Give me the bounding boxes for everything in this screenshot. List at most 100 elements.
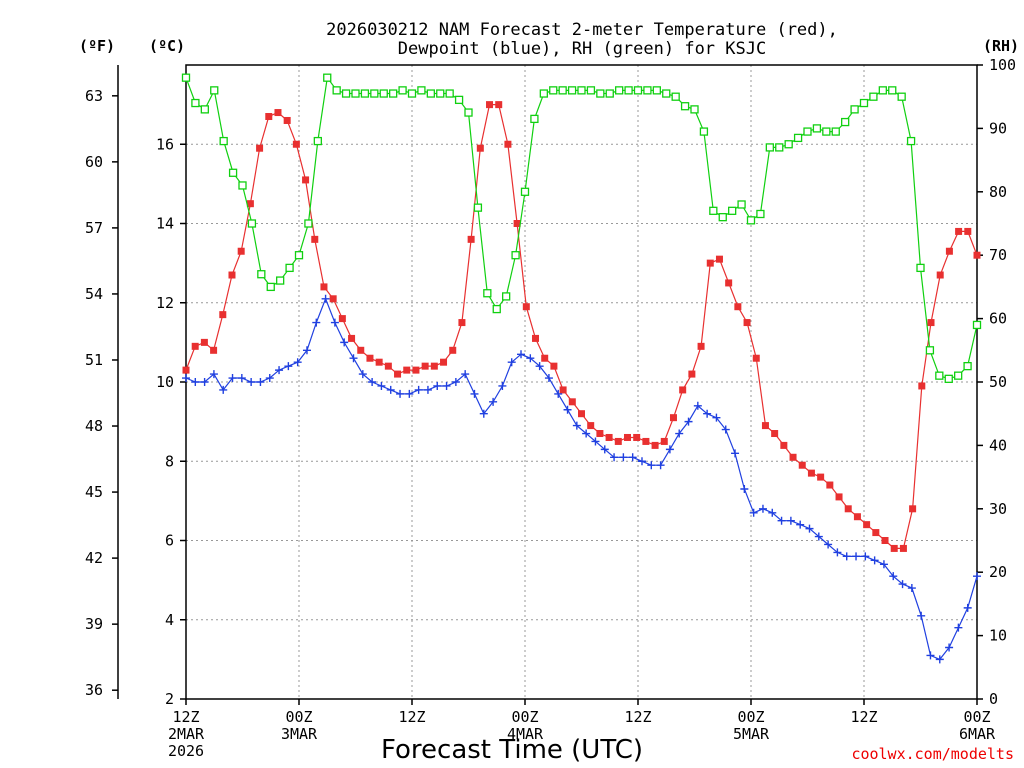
rh-point bbox=[276, 276, 285, 285]
temperature-point bbox=[771, 430, 779, 438]
temperature-point bbox=[467, 235, 475, 243]
dewpoint-point bbox=[879, 560, 888, 569]
dewpoint-point bbox=[786, 516, 795, 525]
rh-point bbox=[944, 374, 953, 383]
series-line-rh bbox=[185, 76, 978, 380]
chart-title-line-2: Dewpoint (blue), RH (green) for KSJC bbox=[398, 39, 766, 59]
rh-tick-label: 80 bbox=[989, 183, 1007, 201]
fahrenheit-tick-label: 60 bbox=[85, 153, 103, 171]
series-dewpoint bbox=[182, 294, 981, 664]
temperature-point bbox=[964, 227, 972, 235]
temperature-point bbox=[881, 537, 889, 544]
rh-point bbox=[728, 206, 737, 215]
rh-point bbox=[746, 216, 756, 225]
temperature-point bbox=[210, 346, 218, 354]
rh-tick-label: 70 bbox=[989, 246, 1007, 264]
rh-point bbox=[398, 86, 407, 95]
rh-point bbox=[652, 86, 661, 95]
rh-point bbox=[756, 209, 765, 219]
temperature-point bbox=[237, 247, 245, 255]
fahrenheit-tick-label: 36 bbox=[85, 681, 103, 699]
temperature-point bbox=[623, 433, 631, 441]
dewpoint-point bbox=[275, 366, 284, 375]
fahrenheit-tick-label: 63 bbox=[85, 87, 103, 105]
data-series bbox=[181, 73, 982, 664]
temperature-point bbox=[191, 342, 199, 350]
source-credit: coolwx.com/modelts bbox=[851, 745, 1014, 763]
series-rh bbox=[181, 73, 982, 383]
celsius-tick-label: 12 bbox=[156, 294, 174, 312]
dewpoint-point bbox=[628, 453, 637, 462]
dewpoint-point bbox=[805, 524, 814, 533]
x-tick-label: 2MAR bbox=[168, 725, 205, 743]
dewpoint-point bbox=[907, 584, 916, 593]
fahrenheit-tick-label: 57 bbox=[85, 219, 103, 237]
dewpoint-point bbox=[842, 552, 851, 561]
rh-point bbox=[332, 86, 341, 95]
rh-point bbox=[454, 95, 464, 105]
fahrenheit-unit-label: (ºF) bbox=[79, 37, 115, 55]
rh-point bbox=[464, 108, 473, 117]
temperature-point bbox=[697, 342, 705, 350]
rh-point bbox=[803, 127, 812, 136]
dewpoint-point bbox=[358, 370, 367, 379]
temperature-point bbox=[817, 473, 825, 481]
fahrenheit-tick-label: 45 bbox=[85, 483, 103, 501]
temperature-point bbox=[863, 521, 871, 529]
dewpoint-point bbox=[349, 354, 358, 363]
dewpoint-point bbox=[321, 294, 330, 303]
temperature-point bbox=[200, 338, 208, 346]
temperature-point bbox=[642, 437, 650, 445]
dewpoint-point bbox=[777, 516, 786, 525]
celsius-tick-label: 2 bbox=[165, 690, 174, 708]
temperature-point bbox=[265, 113, 273, 121]
rh-point bbox=[916, 263, 925, 273]
x-tick-label: 00Z bbox=[511, 708, 538, 726]
dewpoint-point bbox=[758, 504, 767, 513]
x-axis-title: Forecast Time (UTC) bbox=[381, 735, 643, 765]
dewpoint-point bbox=[405, 389, 414, 398]
dewpoint-point bbox=[340, 338, 349, 347]
temperature-point bbox=[292, 140, 300, 148]
celsius-tick-label: 16 bbox=[156, 135, 174, 153]
x-tick-label: 4MAR bbox=[507, 725, 544, 743]
temperature-point bbox=[449, 346, 457, 354]
x-tick-label: 12Z bbox=[398, 708, 425, 726]
temperature-point bbox=[302, 176, 310, 184]
rh-point bbox=[935, 371, 944, 380]
dewpoint-point bbox=[247, 378, 256, 386]
rh-point bbox=[313, 136, 322, 146]
rh-tick-label: 0 bbox=[989, 690, 998, 708]
temperature-point bbox=[605, 433, 613, 441]
dewpoint-point bbox=[209, 370, 218, 379]
temperature-point bbox=[853, 513, 861, 521]
dewpoint-point bbox=[517, 350, 526, 359]
series-temperature bbox=[182, 101, 981, 552]
temperature-point bbox=[329, 295, 337, 303]
dewpoint-point bbox=[582, 429, 591, 438]
dewpoint-point bbox=[610, 453, 619, 462]
dewpoint-point bbox=[461, 370, 470, 379]
temperature-point bbox=[936, 271, 944, 279]
temperature-point bbox=[559, 386, 567, 394]
rh-point bbox=[360, 89, 370, 98]
dewpoint-point bbox=[684, 417, 693, 426]
temperature-point bbox=[752, 354, 760, 362]
dewpoint-point bbox=[898, 580, 907, 589]
celsius-tick-label: 10 bbox=[156, 373, 174, 391]
temperature-point bbox=[513, 220, 521, 227]
rh-point bbox=[775, 143, 784, 152]
dewpoint-point bbox=[665, 445, 674, 454]
dewpoint-point bbox=[572, 421, 581, 430]
rh-tick-label: 100 bbox=[989, 56, 1016, 74]
dewpoint-point bbox=[265, 374, 274, 383]
dewpoint-point bbox=[330, 318, 339, 327]
dewpoint-point bbox=[693, 401, 702, 410]
temperature-point bbox=[486, 101, 494, 109]
rh-point bbox=[850, 105, 859, 114]
dewpoint-point bbox=[768, 508, 777, 517]
temperature-point bbox=[283, 116, 291, 124]
dewpoint-point bbox=[256, 378, 265, 386]
temperature-point bbox=[320, 283, 328, 291]
dewpoint-point bbox=[554, 389, 563, 398]
